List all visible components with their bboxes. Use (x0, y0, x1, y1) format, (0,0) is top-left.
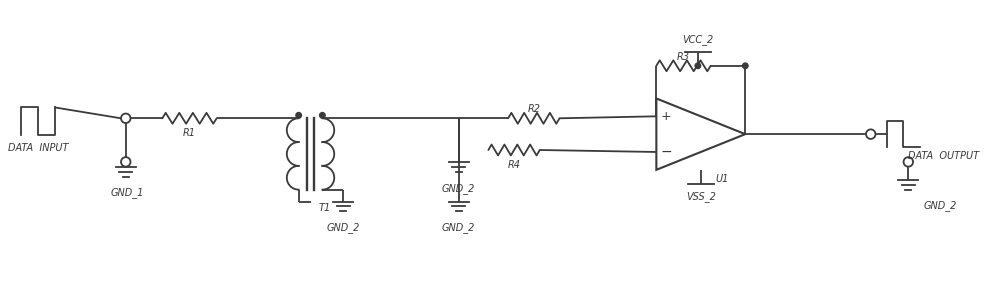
Circle shape (743, 63, 748, 69)
Text: GND_2: GND_2 (442, 222, 475, 233)
Text: U1: U1 (716, 174, 729, 184)
Text: +: + (661, 110, 672, 123)
Text: DATA  INPUT: DATA INPUT (8, 143, 68, 153)
Circle shape (296, 112, 301, 118)
Text: GND_2: GND_2 (326, 222, 360, 233)
Text: GND_2: GND_2 (923, 200, 957, 211)
Text: GND_2: GND_2 (442, 183, 475, 194)
Circle shape (695, 63, 701, 69)
Text: R2: R2 (527, 104, 540, 114)
Text: VSS_2: VSS_2 (686, 190, 716, 202)
Text: GND_1: GND_1 (111, 188, 144, 198)
Text: R4: R4 (508, 160, 521, 170)
Text: R1: R1 (183, 128, 196, 138)
Text: VCC_2: VCC_2 (682, 34, 713, 45)
Text: −: − (660, 145, 672, 159)
Text: T1: T1 (318, 202, 331, 212)
Text: R3: R3 (677, 52, 690, 62)
Text: DATA  OUTPUT: DATA OUTPUT (908, 151, 979, 161)
Circle shape (320, 112, 325, 118)
